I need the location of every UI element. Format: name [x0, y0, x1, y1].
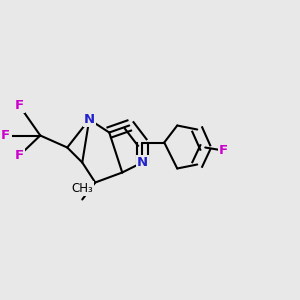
- Text: F: F: [15, 99, 24, 112]
- Text: F: F: [1, 129, 10, 142]
- Text: N: N: [84, 113, 95, 126]
- Text: N: N: [137, 156, 148, 169]
- Text: CH₃: CH₃: [71, 182, 93, 195]
- Text: F: F: [15, 149, 24, 162]
- Text: F: F: [219, 144, 228, 157]
